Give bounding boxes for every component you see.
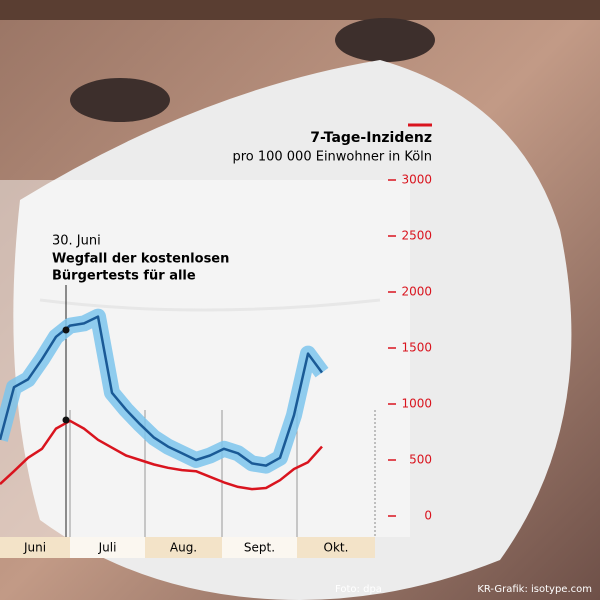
y-tick-label: 1500 — [401, 341, 432, 355]
y-tick-label: 0 — [424, 509, 432, 523]
annotation-date: 30. Juni — [52, 234, 101, 249]
chart-title: 7-Tage-Inzidenz — [310, 130, 432, 146]
month-band — [222, 537, 297, 558]
month-band — [297, 537, 375, 558]
x-tick-label: Aug. — [170, 541, 197, 555]
chart-subtitle: pro 100 000 Einwohner in Köln — [232, 150, 432, 165]
plot-veil — [0, 180, 410, 537]
eye — [335, 18, 435, 62]
series-line — [0, 315, 324, 467]
x-tick-label: Sept. — [244, 541, 275, 555]
month-band — [145, 537, 222, 558]
y-tick-label: 1000 — [401, 397, 432, 411]
series-line — [0, 419, 323, 491]
annotation-dot — [62, 326, 70, 334]
credit: KR-Grafik: isotype.com — [477, 584, 592, 595]
x-tick-label: Okt. — [324, 541, 349, 555]
annotation-text: Bürgertests für alle — [52, 269, 196, 284]
credit: Foto: dpa — [335, 584, 382, 595]
month-band — [0, 537, 70, 558]
y-tick-label: 2000 — [401, 285, 432, 299]
eye — [70, 78, 170, 122]
y-tick-label: 500 — [409, 453, 432, 467]
mask-fold — [39, 298, 381, 312]
month-band — [70, 537, 145, 558]
y-tick-label: 3000 — [401, 173, 432, 187]
x-tick-label: Juni — [23, 541, 46, 555]
annotation-text: Wegfall der kostenlosen — [52, 252, 229, 267]
x-tick-label: Juli — [98, 541, 117, 555]
hair — [0, 0, 600, 20]
y-tick-label: 2500 — [401, 229, 432, 243]
annotation-dot — [62, 416, 70, 424]
